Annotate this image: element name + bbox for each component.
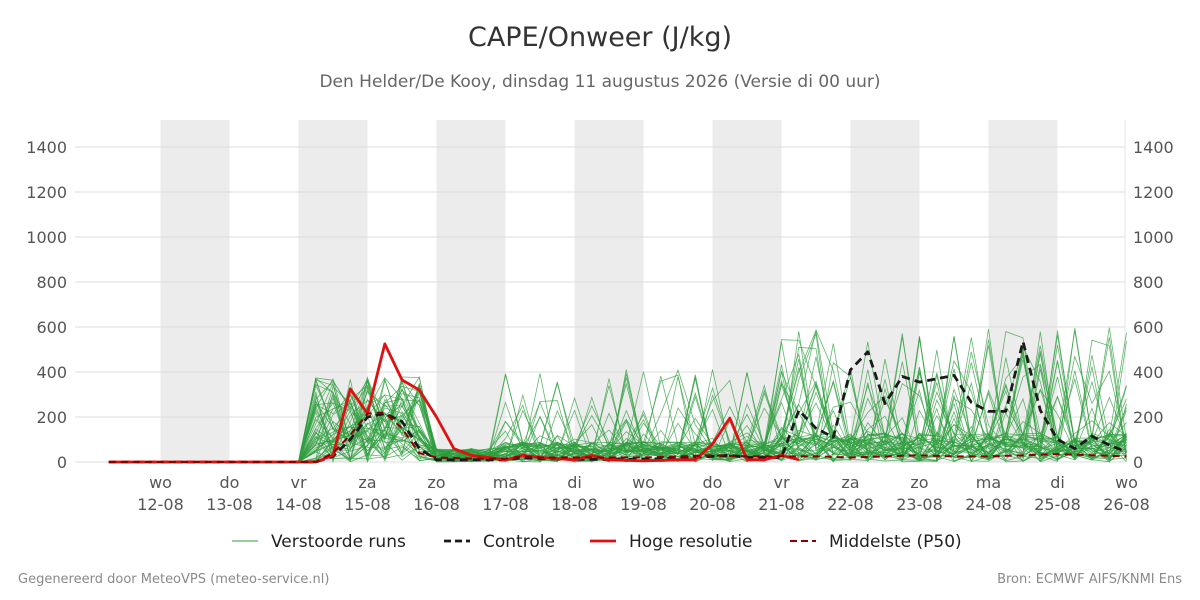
- weekend-bands: [160, 120, 1058, 462]
- x-tick-date-13: 25-08: [1034, 495, 1081, 514]
- y-tick-left-6: 1200: [26, 183, 67, 202]
- y-tick-right-4: 800: [1133, 273, 1164, 292]
- chart-legend: Verstoorde runs Controle Hoge resolutie …: [232, 532, 962, 552]
- x-tick-date-1: 13-08: [206, 495, 253, 514]
- x-tick-date-10: 22-08: [827, 495, 874, 514]
- y-tick-right-5: 1000: [1133, 228, 1174, 247]
- x-tick-date-14: 26-08: [1103, 495, 1150, 514]
- legend-label-ensemble: Verstoorde runs: [271, 532, 406, 552]
- series-middelste-p50: [108, 411, 1127, 463]
- x-tick-date-11: 23-08: [896, 495, 943, 514]
- x-tick-date-12: 24-08: [965, 495, 1012, 514]
- x-tick-day-6: di: [567, 473, 582, 492]
- x-tick-date-3: 15-08: [344, 495, 391, 514]
- y-tick-left-4: 800: [36, 273, 67, 292]
- legend-item-median[interactable]: Middelste (P50): [790, 532, 962, 552]
- x-tick-day-1: do: [220, 473, 240, 492]
- y-axis-right: 0 200 400 600 800 1000 1200 1400: [1133, 138, 1174, 472]
- footer-generator: Gegenereerd door MeteoVPS (meteo-service…: [18, 572, 330, 587]
- x-tick-day-0: wo: [149, 473, 172, 492]
- x-tick-day-11: zo: [910, 473, 928, 492]
- legend-label-median: Middelste (P50): [829, 532, 962, 552]
- legend-item-ensemble[interactable]: Verstoorde runs: [232, 532, 406, 552]
- shaded-band-0: [160, 120, 230, 462]
- y-tick-right-6: 1200: [1133, 183, 1174, 202]
- x-tick-day-13: di: [1050, 473, 1065, 492]
- x-tick-date-0: 12-08: [137, 495, 184, 514]
- y-tick-right-0: 0: [1133, 453, 1143, 472]
- x-tick-date-9: 21-08: [758, 495, 805, 514]
- y-tick-right-3: 600: [1133, 318, 1164, 337]
- x-tick-day-4: zo: [427, 473, 445, 492]
- x-tick-date-6: 18-08: [551, 495, 598, 514]
- x-tick-day-2: vr: [290, 473, 306, 492]
- y-tick-left-0: 0: [57, 453, 67, 472]
- x-tick-day-14: wo: [1115, 473, 1138, 492]
- y-tick-left-5: 1000: [26, 228, 67, 247]
- x-tick-day-3: za: [358, 473, 376, 492]
- x-tick-date-2: 14-08: [275, 495, 322, 514]
- x-tick-day-9: vr: [773, 473, 789, 492]
- legend-item-high-res[interactable]: Hoge resolutie: [590, 532, 753, 552]
- legend-label-high-res: Hoge resolutie: [629, 532, 753, 552]
- x-tick-date-7: 19-08: [620, 495, 667, 514]
- footer-source: Bron: ECMWF AIFS/KNMI Ens: [997, 572, 1182, 587]
- y-tick-left-7: 1400: [26, 138, 67, 157]
- x-tick-day-8: do: [703, 473, 723, 492]
- y-tick-left-2: 400: [36, 363, 67, 382]
- main-series-group: [108, 340, 1128, 464]
- y-axis-left: 0 200 400 600 800 1000 1200 1400: [26, 138, 67, 472]
- chart-subtitle: Den Helder/De Kooy, dinsdag 11 augustus …: [319, 72, 881, 92]
- y-tick-right-2: 400: [1133, 363, 1164, 382]
- grid-lines: [75, 120, 1126, 463]
- chart-title: CAPE/Onweer (J/kg): [467, 22, 732, 53]
- shaded-band-2: [436, 120, 506, 462]
- x-tick-day-5: ma: [493, 473, 518, 492]
- series-hoge-resolutie: [108, 342, 800, 464]
- x-tick-date-4: 16-08: [413, 495, 460, 514]
- legend-item-control[interactable]: Controle: [444, 532, 555, 552]
- x-tick-date-8: 20-08: [689, 495, 736, 514]
- y-tick-right-7: 1400: [1133, 138, 1174, 157]
- y-tick-right-1: 200: [1133, 408, 1164, 427]
- legend-label-control: Controle: [483, 532, 555, 552]
- cape-chart: 0 200 400 600 800 1000 1200 1400 0 200 400 600 800 1…: [26, 120, 1174, 552]
- series-controle: [108, 340, 1128, 464]
- y-tick-left-3: 600: [36, 318, 67, 337]
- x-tick-day-12: ma: [976, 473, 1001, 492]
- x-tick-day-7: wo: [632, 473, 655, 492]
- x-tick-day-10: za: [841, 473, 859, 492]
- y-tick-left-1: 200: [36, 408, 67, 427]
- x-axis: wo 12-08 do 13-08 vr 14-08 za 15-08 zo 16-08 ma 17-…: [137, 473, 1150, 514]
- x-tick-date-5: 17-08: [482, 495, 529, 514]
